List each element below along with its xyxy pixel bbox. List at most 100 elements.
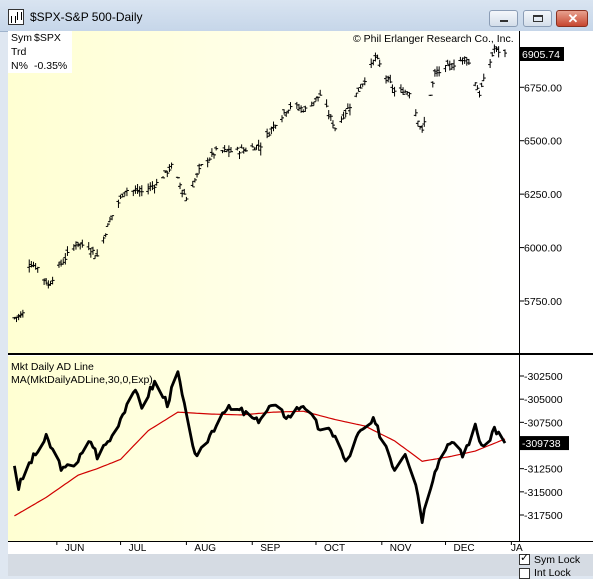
price-bar bbox=[178, 182, 183, 190]
price-bar bbox=[95, 249, 100, 257]
ad-y-tick-label: -312500 bbox=[524, 464, 563, 476]
x-axis-month-label: DEC bbox=[454, 543, 475, 554]
price-bar bbox=[80, 239, 85, 248]
ad-panel-title: Mkt Daily AD Line bbox=[11, 361, 94, 373]
x-axis-month-label: SEP bbox=[260, 543, 280, 554]
price-panel-background bbox=[8, 31, 519, 353]
price-bar bbox=[362, 77, 367, 86]
price-bar bbox=[192, 178, 197, 183]
ad-y-tick-label: -305000 bbox=[524, 394, 563, 406]
price-bar bbox=[267, 131, 272, 137]
price-bar bbox=[258, 142, 263, 156]
price-bar bbox=[303, 105, 308, 112]
price-bar bbox=[347, 103, 352, 116]
price-bar bbox=[388, 74, 393, 84]
price-bar bbox=[488, 59, 493, 69]
price-bar bbox=[466, 58, 471, 65]
price-bar bbox=[481, 73, 486, 82]
price-bar bbox=[437, 66, 442, 77]
maximize-button[interactable] bbox=[523, 10, 552, 27]
chart-area[interactable]: 6750.00 6500.00 6250.00 6000.00 5750.00 6905.… bbox=[8, 31, 593, 579]
price-bar bbox=[184, 196, 189, 202]
ad-y-tick-label: -315000 bbox=[524, 487, 563, 499]
price-bar bbox=[286, 109, 291, 114]
price-bar bbox=[475, 85, 480, 91]
price-bar bbox=[413, 109, 418, 117]
price-bar bbox=[324, 99, 329, 108]
price-y-tick-label: 5750.00 bbox=[524, 296, 562, 308]
price-bar bbox=[120, 193, 125, 198]
int-lock-label: Int Lock bbox=[534, 567, 571, 579]
price-bar bbox=[333, 127, 338, 132]
price-bar bbox=[415, 120, 420, 127]
price-bar bbox=[479, 82, 484, 88]
price-bar bbox=[124, 187, 129, 197]
price-bar bbox=[35, 266, 40, 273]
window-title: $SPX-S&P 500-Daily bbox=[30, 10, 143, 24]
n-label: N% bbox=[11, 60, 28, 72]
price-bar bbox=[197, 163, 202, 174]
price-bar bbox=[195, 172, 200, 178]
symbol-info-box: Sym $SPX Trd N% -0.35% bbox=[8, 31, 72, 73]
price-bar bbox=[341, 111, 346, 120]
sym-lock-label: Sym Lock bbox=[534, 554, 581, 566]
price-bar bbox=[205, 157, 210, 168]
price-bar bbox=[65, 246, 70, 256]
price-bar bbox=[222, 145, 227, 153]
price-bar bbox=[101, 236, 106, 244]
minimize-button[interactable] bbox=[489, 10, 518, 27]
price-bar bbox=[428, 94, 433, 96]
price-bar bbox=[103, 233, 108, 238]
x-axis-month-label: JA bbox=[511, 543, 523, 554]
trd-label: Trd bbox=[11, 46, 27, 58]
price-bar bbox=[407, 92, 412, 99]
ad-y-tick-label: -302500 bbox=[524, 371, 563, 383]
price-bar bbox=[354, 92, 359, 98]
price-bar bbox=[243, 147, 248, 152]
price-bar bbox=[309, 101, 314, 107]
price-bar bbox=[252, 147, 257, 151]
price-bar bbox=[154, 178, 159, 186]
sym-label: Sym bbox=[11, 32, 32, 44]
price-bar bbox=[452, 59, 457, 71]
price-bar bbox=[161, 176, 166, 179]
x-axis-month-label: OCT bbox=[324, 543, 345, 554]
minimize-icon bbox=[500, 20, 508, 22]
price-y-tick-label: 6250.00 bbox=[524, 189, 562, 201]
price-bar bbox=[110, 215, 115, 221]
ad-last-value-tag bbox=[519, 436, 569, 451]
price-bar bbox=[190, 180, 195, 188]
price-bar bbox=[118, 194, 123, 200]
price-bar bbox=[50, 276, 55, 285]
maximize-icon bbox=[533, 15, 543, 22]
price-bar bbox=[311, 101, 316, 106]
price-bar bbox=[328, 114, 333, 122]
close-icon: ✕ bbox=[567, 11, 579, 26]
ad-y-tick-label: -317500 bbox=[524, 510, 563, 522]
ad-last-value: -309738 bbox=[522, 438, 561, 450]
price-bar bbox=[229, 147, 234, 153]
price-bar bbox=[316, 96, 321, 102]
price-bar bbox=[105, 223, 110, 227]
x-axis-month-label: JUL bbox=[129, 543, 147, 554]
price-bar bbox=[152, 184, 157, 194]
sym-lock-checkbox[interactable] bbox=[519, 552, 530, 565]
window-titlebar: $SPX-S&P 500-Daily ✕ bbox=[0, 0, 593, 32]
price-bar bbox=[358, 84, 363, 89]
sym-value[interactable]: $SPX bbox=[34, 32, 61, 44]
chart-app-icon bbox=[8, 9, 24, 25]
price-bar bbox=[175, 176, 180, 179]
price-bar bbox=[377, 59, 382, 68]
price-bar bbox=[356, 87, 361, 92]
price-bar bbox=[318, 89, 323, 96]
ma-series-line bbox=[14, 410, 506, 517]
chart-canvas[interactable]: 6750.00 6500.00 6250.00 6000.00 5750.00 6905.… bbox=[8, 31, 593, 576]
price-bar bbox=[20, 309, 25, 318]
price-bar bbox=[167, 164, 172, 173]
price-bar bbox=[182, 188, 187, 195]
price-bar bbox=[375, 54, 380, 60]
price-bar bbox=[63, 253, 68, 265]
int-lock-checkbox[interactable] bbox=[519, 568, 530, 579]
close-button[interactable]: ✕ bbox=[556, 10, 588, 27]
price-bar bbox=[279, 115, 284, 123]
